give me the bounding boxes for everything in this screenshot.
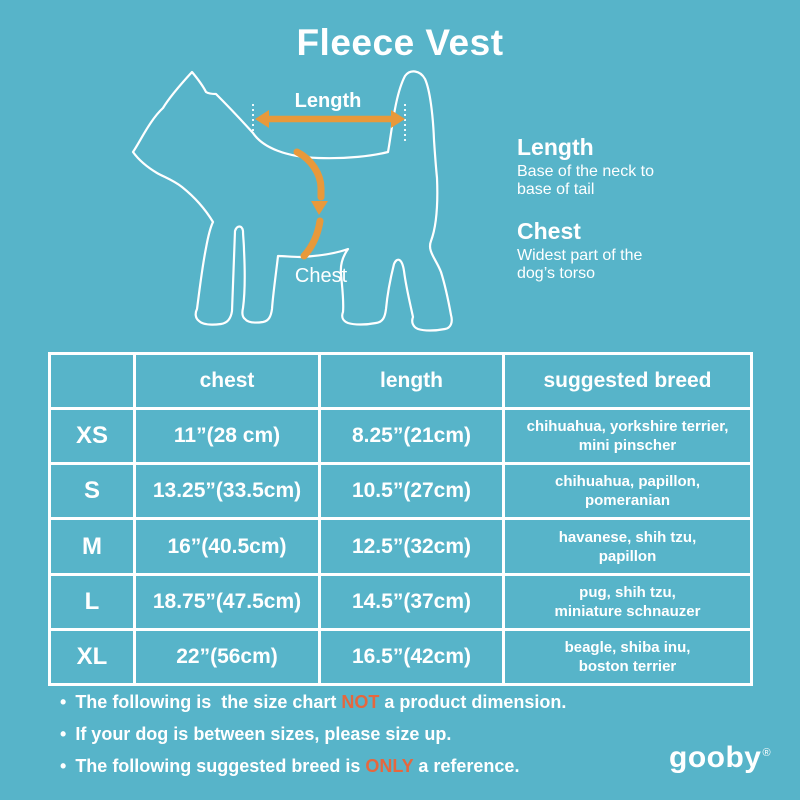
sizing-notes: • The following is the size chart NOT a p… bbox=[60, 692, 700, 788]
breed-line1: pug, shih tzu, bbox=[579, 583, 676, 601]
diagram-chest-label: Chest bbox=[295, 265, 348, 287]
note-text: The following suggested breed is bbox=[75, 756, 366, 776]
breed-line2: papillon bbox=[598, 547, 657, 565]
page-title: Fleece Vest bbox=[296, 22, 504, 63]
measurement-legend: Length Base of the neck to base of tail … bbox=[517, 135, 737, 283]
chest-value: 13.25”(33.5cm) bbox=[133, 462, 321, 521]
length-value: 14.5”(37cm) bbox=[318, 572, 505, 631]
bullet-icon: • bbox=[60, 756, 67, 776]
table-row: XS 11”(28 cm) 8.25”(21cm) chihuahua, yor… bbox=[48, 407, 753, 466]
note-text: a product dimension. bbox=[379, 692, 567, 712]
chest-value: 18.75”(47.5cm) bbox=[133, 572, 321, 631]
legend-chest-title: Chest bbox=[517, 218, 581, 244]
chest-measure-arc bbox=[293, 148, 328, 260]
legend-length-desc: Base of the neck to base of tail bbox=[517, 163, 737, 199]
table-row: M 16”(40.5cm) 12.5”(32cm) havanese, shih… bbox=[48, 517, 753, 576]
legend-chest-desc-line2: dog’s torso bbox=[517, 265, 595, 282]
breed-value: havanese, shih tzu, papillon bbox=[502, 517, 753, 576]
header-length: length bbox=[318, 351, 505, 411]
table-header-row: chest length suggested breed bbox=[48, 351, 753, 411]
length-measure-arrow bbox=[255, 110, 405, 128]
note-item: • If your dog is between sizes, please si… bbox=[60, 724, 700, 744]
table-row: L 18.75”(47.5cm) 14.5”(37cm) pug, shih t… bbox=[48, 572, 753, 631]
size-label: XS bbox=[48, 407, 136, 466]
chest-value: 16”(40.5cm) bbox=[133, 517, 321, 576]
legend-length-title: Length bbox=[517, 134, 594, 160]
note-text: The following is the size chart bbox=[75, 692, 342, 712]
table-row: S 13.25”(33.5cm) 10.5”(27cm) chihuahua, … bbox=[48, 462, 753, 521]
registered-trademark-icon: ® bbox=[762, 747, 772, 759]
note-highlight: NOT bbox=[341, 692, 380, 712]
size-label: S bbox=[48, 462, 136, 521]
dog-outline-illustration bbox=[131, 70, 453, 332]
dog-measurement-diagram: Length Chest bbox=[131, 70, 453, 332]
legend-length-desc-line2: base of tail bbox=[517, 181, 595, 198]
note-item: • The following is the size chart NOT a p… bbox=[60, 692, 700, 712]
diagram-length-label: Length bbox=[295, 90, 362, 112]
length-value: 10.5”(27cm) bbox=[318, 462, 505, 521]
legend-chest-desc-line1: Widest part of the bbox=[517, 247, 643, 264]
size-label: XL bbox=[48, 627, 136, 687]
breed-line2: boston terrier bbox=[578, 657, 677, 675]
breed-line1: havanese, shih tzu, bbox=[558, 528, 697, 546]
header-size bbox=[48, 351, 136, 411]
size-label: M bbox=[48, 517, 136, 576]
breed-line2: pomeranian bbox=[584, 492, 671, 510]
breed-value: pug, shih tzu, miniature schnauzer bbox=[502, 572, 753, 631]
size-chart-table: chest length suggested breed XS 11”(28 c… bbox=[48, 351, 753, 687]
legend-chest-desc: Widest part of the dog’s torso bbox=[517, 247, 737, 283]
header-chest: chest bbox=[133, 351, 321, 411]
note-text: a reference. bbox=[413, 756, 520, 776]
table-row: XL 22”(56cm) 16.5”(42cm) beagle, shiba i… bbox=[48, 627, 753, 687]
breed-line1: chihuahua, papillon, bbox=[554, 473, 700, 491]
chest-value: 11”(28 cm) bbox=[133, 407, 321, 466]
brand-logo: gooby® bbox=[669, 737, 771, 774]
header-breed: suggested breed bbox=[502, 351, 753, 411]
note-highlight: ONLY bbox=[365, 756, 414, 776]
breed-value: chihuahua, papillon, pomeranian bbox=[502, 462, 753, 521]
breed-line1: beagle, shiba inu, bbox=[564, 638, 691, 656]
breed-value: chihuahua, yorkshire terrier, mini pinsc… bbox=[502, 407, 753, 466]
chest-value: 22”(56cm) bbox=[133, 627, 321, 687]
note-text: If your dog is between sizes, please siz… bbox=[75, 724, 452, 744]
size-label: L bbox=[48, 572, 136, 631]
bullet-icon: • bbox=[60, 692, 67, 712]
length-value: 16.5”(42cm) bbox=[318, 627, 505, 687]
length-value: 8.25”(21cm) bbox=[318, 407, 505, 466]
length-value: 12.5”(32cm) bbox=[318, 517, 505, 576]
breed-line2: mini pinscher bbox=[578, 437, 677, 455]
breed-line1: chihuahua, yorkshire terrier, bbox=[526, 418, 729, 436]
note-item: • The following suggested breed is ONLY a… bbox=[60, 756, 700, 776]
bullet-icon: • bbox=[60, 724, 67, 744]
legend-length-desc-line1: Base of the neck to bbox=[517, 163, 654, 180]
brand-name: gooby bbox=[669, 741, 762, 774]
breed-value: beagle, shiba inu, boston terrier bbox=[502, 627, 753, 687]
breed-line2: miniature schnauzer bbox=[554, 602, 701, 620]
